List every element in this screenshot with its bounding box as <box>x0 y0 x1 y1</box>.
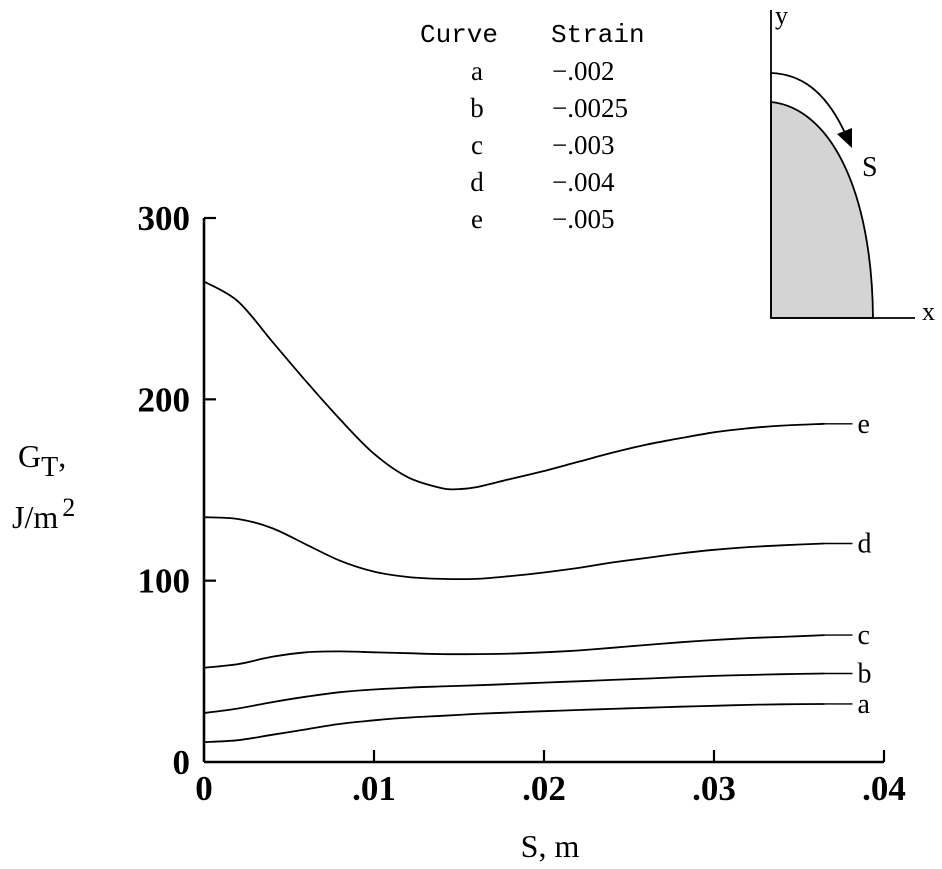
series-label-d: d <box>858 528 872 559</box>
series-label-c: c <box>858 620 870 651</box>
y-tick-label: 200 <box>138 380 191 419</box>
legend-row-curve: c <box>471 130 483 160</box>
legend-row-strain: −.003 <box>552 130 614 160</box>
legend-row-curve: e <box>471 204 483 234</box>
series-label-b: b <box>858 659 872 690</box>
x-tick-label: .03 <box>692 769 736 808</box>
legend-row-curve: a <box>471 56 483 86</box>
series-label-e: e <box>858 409 870 440</box>
x-tick-label: .02 <box>522 769 566 808</box>
svg-text:GT,: GT, <box>18 438 66 483</box>
y-tick-label: 300 <box>138 199 191 238</box>
series-label-a: a <box>858 689 871 720</box>
legend-row-strain: −.002 <box>552 56 614 86</box>
inset-diagram: y x S <box>770 1 935 326</box>
y-axis-label-main: G <box>18 438 41 474</box>
legend-row-strain: −.005 <box>552 204 614 234</box>
series-line-e <box>203 280 825 491</box>
legend-row-strain: −.0025 <box>552 93 628 123</box>
x-tick-label: 0 <box>195 769 213 808</box>
series-line-a <box>203 703 825 743</box>
y-tick-label: 100 <box>138 562 191 601</box>
y-tick-label: 0 <box>173 743 191 782</box>
legend-rows: a −.002 b −.0025 c −.003 d −.004 e −.005 <box>470 56 628 234</box>
series-line-b <box>203 672 825 714</box>
legend: Curve Strain a −.002 b −.0025 c −.003 d −.004 e −… <box>420 20 645 234</box>
legend-header-strain: Strain <box>551 20 645 50</box>
inset-s-label: S <box>862 152 878 183</box>
svg-text:J/m2: J/m 2 <box>12 493 75 535</box>
inset-y-label: y <box>775 1 788 30</box>
legend-header-curve: Curve <box>420 20 498 50</box>
series-layer: abc d e <box>203 280 872 743</box>
inset-x-label: x <box>922 297 935 326</box>
y-axis-label-exp: 2 <box>62 493 75 522</box>
x-tick-label: .04 <box>862 769 906 808</box>
y-axis-label-sub: T <box>41 452 58 483</box>
inset-s-arrowhead <box>837 128 852 148</box>
series-line-c <box>203 634 825 669</box>
x-axis-label: S, m <box>521 828 580 864</box>
legend-row-curve: b <box>470 93 484 123</box>
series-line-d <box>203 516 825 581</box>
inset-shaded-region <box>770 101 874 319</box>
inset-s-arc <box>770 72 846 134</box>
y-axis-label-unit: J/m <box>12 499 58 535</box>
y-axis-label: GT, J/m 2 <box>12 438 75 535</box>
legend-row-strain: −.004 <box>552 167 615 197</box>
axis-ticks: 0 .01 .02 .03 .04 0 100 200 300 <box>138 199 906 808</box>
y-axis-label-comma: , <box>58 438 66 474</box>
legend-row-curve: d <box>470 167 484 197</box>
x-tick-label: .01 <box>352 769 396 808</box>
